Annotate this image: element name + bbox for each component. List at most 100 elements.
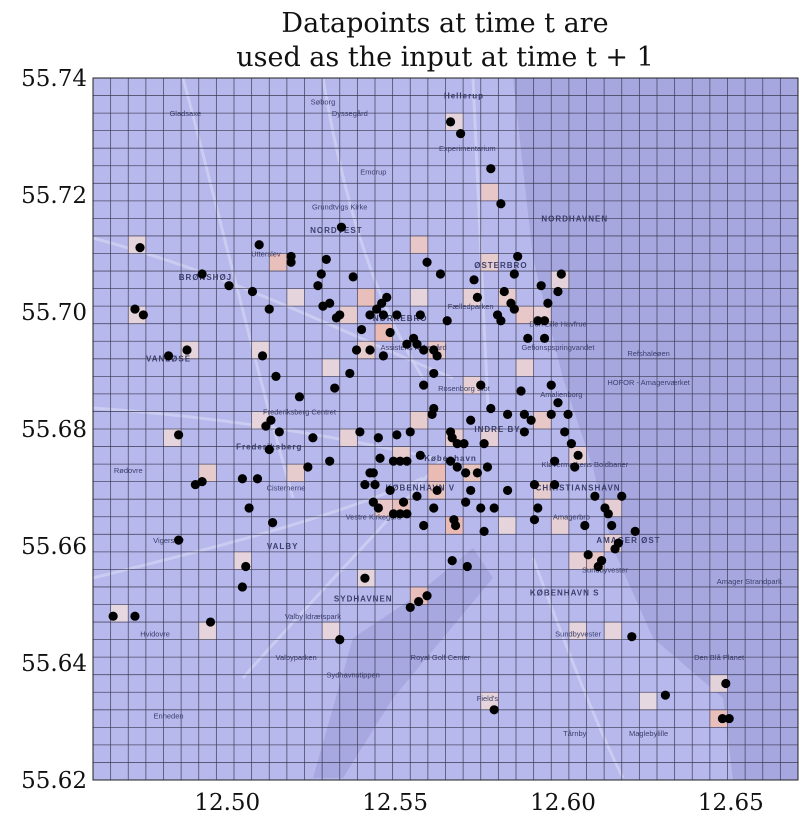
- data-point: [570, 462, 580, 472]
- heat-cell: [516, 358, 534, 377]
- heat-cell: [375, 323, 393, 342]
- map-label: Assistens Kirkegård: [380, 343, 446, 352]
- data-point: [174, 535, 184, 545]
- map-label: Hvidovre: [140, 630, 170, 639]
- map-label: Experimentarium: [439, 144, 496, 153]
- data-point: [553, 398, 563, 408]
- data-point: [345, 368, 355, 379]
- data-point: [294, 392, 305, 402]
- data-point: [373, 433, 383, 443]
- map-label: Rosenborg Slot: [438, 384, 491, 393]
- x-tick-label: 12.60: [530, 790, 596, 816]
- data-point: [271, 371, 281, 381]
- data-point: [266, 415, 276, 425]
- data-point: [429, 368, 439, 379]
- data-point: [419, 520, 429, 531]
- data-point: [560, 427, 570, 437]
- heat-cell: [286, 464, 305, 482]
- map-label: Søborg: [311, 97, 336, 106]
- road: [241, 457, 445, 679]
- heat-cell: [533, 411, 552, 429]
- data-point: [479, 439, 489, 449]
- map-label: ØSTERBRO: [474, 261, 527, 270]
- map-label: Hellerup: [444, 91, 484, 100]
- x-tick-label: 12.65: [698, 790, 764, 816]
- data-point: [365, 345, 375, 355]
- data-point: [402, 456, 412, 466]
- data-point: [536, 281, 546, 291]
- data-point: [550, 479, 560, 490]
- map-label: Tårnby: [563, 729, 587, 738]
- map-label: Fælledparken: [448, 302, 494, 311]
- data-point: [519, 409, 529, 419]
- data-point: [429, 503, 439, 513]
- y-tick-label: 55.74: [21, 66, 87, 92]
- data-point: [717, 713, 728, 724]
- y-tick-label: 55.72: [21, 183, 87, 209]
- heat-cell: [410, 288, 428, 307]
- data-point: [461, 497, 471, 507]
- data-point: [452, 439, 462, 449]
- data-point: [607, 520, 617, 531]
- data-point: [414, 596, 424, 607]
- title-line-1: Datapoints at time t are: [281, 8, 608, 39]
- chart-title: Datapoints at time t are used as the inp…: [236, 8, 654, 73]
- data-point: [325, 298, 335, 308]
- data-point: [254, 240, 264, 250]
- map-label: Amalienborg: [540, 390, 582, 399]
- heat-cell: [339, 306, 358, 324]
- data-point: [330, 383, 340, 393]
- data-point: [378, 351, 388, 361]
- data-point: [388, 509, 399, 519]
- heat-cell: [551, 516, 569, 535]
- data-point: [462, 561, 472, 572]
- heat-cell: [639, 692, 657, 710]
- data-point: [375, 453, 385, 463]
- data-point: [472, 468, 482, 478]
- data-point: [459, 439, 469, 449]
- data-point: [313, 281, 323, 291]
- map-label: SYDHAVNEN: [334, 595, 393, 604]
- data-point: [456, 128, 466, 139]
- data-point: [356, 324, 367, 335]
- data-point: [546, 380, 556, 390]
- map-label: Valbyparken: [276, 653, 317, 662]
- data-point: [472, 292, 482, 302]
- data-point: [432, 351, 442, 361]
- data-point: [496, 199, 506, 209]
- data-point: [617, 491, 627, 501]
- map-label: Field's: [477, 694, 499, 703]
- data-point: [252, 474, 263, 484]
- data-point: [486, 164, 496, 174]
- heat-cell: [604, 622, 622, 640]
- data-point: [442, 316, 452, 326]
- data-point: [496, 316, 506, 326]
- map-label: Frederiksberg Centret: [263, 407, 337, 416]
- data-point: [244, 503, 254, 513]
- data-point: [489, 705, 499, 715]
- map-label: HOFOR - Amagerværket: [607, 378, 690, 387]
- heat-cell: [463, 376, 481, 394]
- data-point: [385, 485, 395, 496]
- data-point: [286, 251, 296, 262]
- x-tick-label: 12.50: [194, 790, 260, 816]
- data-point: [590, 491, 600, 501]
- data-point: [529, 515, 540, 525]
- heat-cell: [498, 516, 516, 535]
- data-point: [432, 485, 442, 496]
- data-point: [398, 497, 409, 507]
- data-point: [721, 678, 731, 689]
- data-point: [247, 286, 258, 297]
- data-point: [348, 272, 358, 282]
- data-point: [583, 550, 593, 560]
- data-point: [355, 427, 365, 437]
- data-point: [476, 380, 486, 390]
- map-label: CHRISTIANSHAVN: [536, 483, 621, 492]
- data-point: [450, 520, 461, 531]
- data-point: [402, 339, 412, 349]
- data-point: [351, 345, 362, 355]
- map-labels: Hellerup Søborg Gladsaxe Dyssegård Experimen…: [114, 91, 782, 738]
- y-tick-label: 55.66: [21, 534, 87, 560]
- data-point: [553, 286, 563, 297]
